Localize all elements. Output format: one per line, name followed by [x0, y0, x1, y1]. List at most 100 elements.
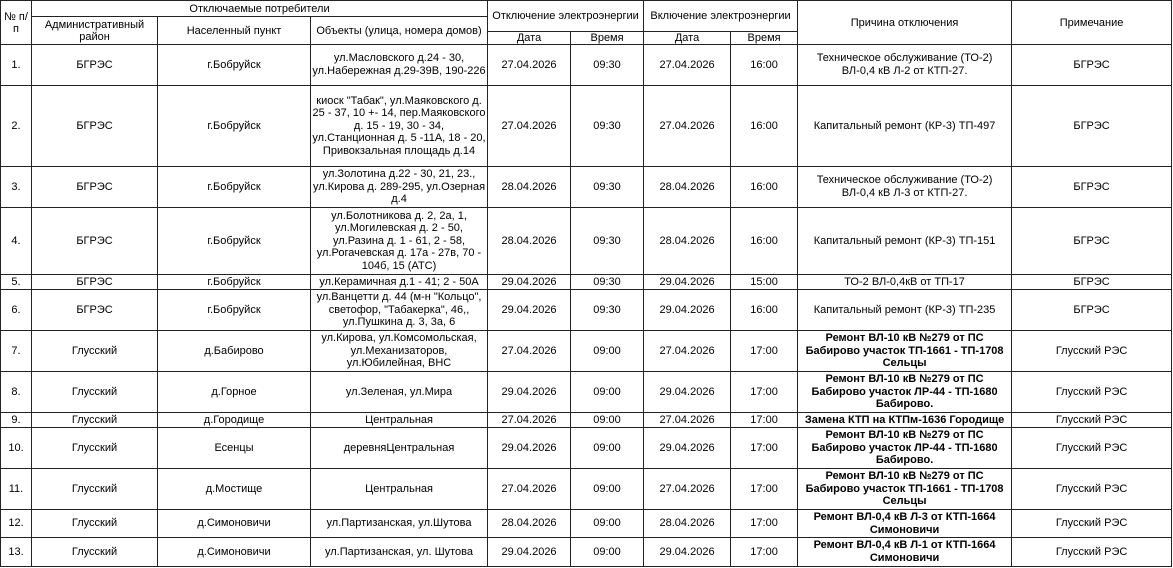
objects-cell: ул.Зеленая, ул.Мира [309, 371, 489, 413]
off-time-cell: 09:30 [570, 85, 645, 167]
locality-cell: г.Бобруйск [157, 44, 311, 86]
note-cell: БГРЭС [1011, 85, 1173, 167]
on-time-cell: 16:00 [730, 289, 799, 331]
on-date-cell: 28.04.2026 [643, 509, 732, 538]
off-time-cell: 09:30 [570, 274, 645, 290]
on-date-cell: 29.04.2026 [643, 289, 732, 331]
table-row: 2. БГРЭС г.Бобруйск киоск "Табак", ул.Маяко… [0, 85, 1173, 167]
district-cell: БГРЭС [31, 289, 158, 331]
table-row: 8. Глусский д.Горное ул.Зеленая, ул.Мира 29.… [0, 371, 1173, 413]
locality-cell: Есенцы [157, 427, 311, 469]
on-time-cell: 17:00 [730, 330, 799, 372]
on-date-cell: 27.04.2026 [643, 412, 732, 428]
note-cell: Глусский РЭС [1011, 330, 1173, 372]
table-row: 1. БГРЭС г.Бобруйск ул.Масловского д.24 - 3… [0, 44, 1173, 86]
off-time-cell: 09:00 [570, 537, 645, 567]
on-date-cell: 29.04.2026 [643, 537, 732, 567]
header-num: № п/п [0, 0, 32, 45]
table-row: 4. БГРЭС г.Бобруйск ул.Болотникова д. 2, 2а… [0, 207, 1173, 275]
objects-cell: ул.Кирова, ул.Комсомольская, ул.Механиза… [309, 330, 489, 372]
off-time-cell: 09:00 [570, 427, 645, 469]
reason-cell: Капитальный ремонт (КР-3) ТП-151 [797, 207, 1013, 275]
off-date-cell: 27.04.2026 [487, 412, 572, 428]
table-row: 13. Глусский д.Симоновичи ул.Партизанская, … [0, 537, 1173, 567]
off-date-cell: 28.04.2026 [487, 166, 572, 208]
objects-cell: Центральная [309, 468, 489, 510]
off-date-cell: 28.04.2026 [487, 509, 572, 538]
table-row: 3. БГРЭС г.Бобруйск ул.Золотина д.22 - 30, … [0, 166, 1173, 208]
header-power-on: Включение электроэнергии [643, 0, 799, 32]
on-date-cell: 28.04.2026 [643, 166, 732, 208]
on-date-cell: 27.04.2026 [643, 330, 732, 372]
off-date-cell: 29.04.2026 [487, 427, 572, 469]
header-off-date: Дата [487, 31, 572, 45]
district-cell: Глусский [31, 330, 158, 372]
off-time-cell: 09:00 [570, 412, 645, 428]
reason-cell: Ремонт ВЛ-10 кВ №279 от ПС Бабирово учас… [797, 330, 1013, 372]
note-cell: БГРЭС [1011, 44, 1173, 86]
note-cell: БГРЭС [1011, 207, 1173, 275]
off-time-cell: 09:00 [570, 330, 645, 372]
locality-cell: д.Бабирово [157, 330, 311, 372]
on-date-cell: 29.04.2026 [643, 371, 732, 413]
header-note: Примечание [1011, 0, 1173, 45]
reason-cell: Капитальный ремонт (КР-3) ТП-497 [797, 85, 1013, 167]
on-time-cell: 15:00 [730, 274, 799, 290]
reason-cell: Техническое обслуживание (ТО-2) ВЛ-0,4 к… [797, 44, 1013, 86]
row-number: 1. [0, 44, 32, 86]
locality-cell: г.Бобруйск [157, 289, 311, 331]
district-cell: Глусский [31, 412, 158, 428]
locality-cell: д.Мостище [157, 468, 311, 510]
off-time-cell: 09:00 [570, 509, 645, 538]
note-cell: БГРЭС [1011, 166, 1173, 208]
header-consumers: Отключаемые потребители [30, 0, 489, 17]
table-row: 12. Глусский д.Симоновичи ул.Партизанская, … [0, 509, 1173, 538]
table-body: 1. БГРЭС г.Бобруйск ул.Масловского д.24 - 3… [0, 44, 1173, 567]
reason-cell: Ремонт ВЛ-0,4 кВ Л-1 от КТП-1664 Симонов… [797, 537, 1013, 567]
row-number: 11. [0, 468, 32, 510]
locality-cell: г.Бобруйск [157, 207, 311, 275]
district-cell: Глусский [31, 371, 158, 413]
objects-cell: ул.Керамичная д.1 - 41; 2 - 50А [309, 274, 489, 290]
objects-cell: киоск "Табак", ул.Маяковского д. 25 - 37… [309, 85, 489, 167]
locality-cell: д.Симоновичи [157, 537, 311, 567]
note-cell: Глусский РЭС [1011, 371, 1173, 413]
header-district: Административный район [31, 16, 158, 45]
district-cell: Глусский [31, 509, 158, 538]
row-number: 13. [0, 537, 32, 567]
objects-cell: ул.Партизанская, ул. Шутова [309, 537, 489, 567]
on-time-cell: 17:00 [730, 509, 799, 538]
district-cell: БГРЭС [31, 85, 158, 167]
locality-cell: г.Бобруйск [157, 166, 311, 208]
off-date-cell: 29.04.2026 [487, 537, 572, 567]
on-time-cell: 17:00 [730, 412, 799, 428]
row-number: 9. [0, 412, 32, 428]
locality-cell: г.Бобруйск [157, 274, 311, 290]
row-number: 10. [0, 427, 32, 469]
on-time-cell: 17:00 [730, 371, 799, 413]
off-date-cell: 29.04.2026 [487, 289, 572, 331]
objects-cell: Центральная [309, 412, 489, 428]
note-cell: Глусский РЭС [1011, 509, 1173, 538]
off-time-cell: 09:30 [570, 289, 645, 331]
row-number: 3. [0, 166, 32, 208]
on-date-cell: 27.04.2026 [643, 468, 732, 510]
note-cell: БГРЭС [1011, 274, 1173, 290]
table-row: 9. Глусский д.Городище Центральная 27.04.202… [0, 412, 1173, 428]
off-date-cell: 27.04.2026 [487, 468, 572, 510]
off-date-cell: 27.04.2026 [487, 85, 572, 167]
reason-cell: Ремонт ВЛ-10 кВ №279 от ПС Бабирово учас… [797, 427, 1013, 469]
reason-cell: Капитальный ремонт (КР-3) ТП-235 [797, 289, 1013, 331]
row-number: 7. [0, 330, 32, 372]
note-cell: Глусский РЭС [1011, 537, 1173, 567]
header-on-date: Дата [643, 31, 732, 45]
off-date-cell: 29.04.2026 [487, 274, 572, 290]
on-time-cell: 16:00 [730, 85, 799, 167]
table-row: 7. Глусский д.Бабирово ул.Кирова, ул.Комсом… [0, 330, 1173, 372]
table-row: 10. Глусский Есенцы деревняЦентральная 29.04… [0, 427, 1173, 469]
off-time-cell: 09:30 [570, 166, 645, 208]
off-date-cell: 27.04.2026 [487, 44, 572, 86]
header-on-time: Время [730, 31, 799, 45]
on-time-cell: 17:00 [730, 427, 799, 469]
locality-cell: д.Симоновичи [157, 509, 311, 538]
